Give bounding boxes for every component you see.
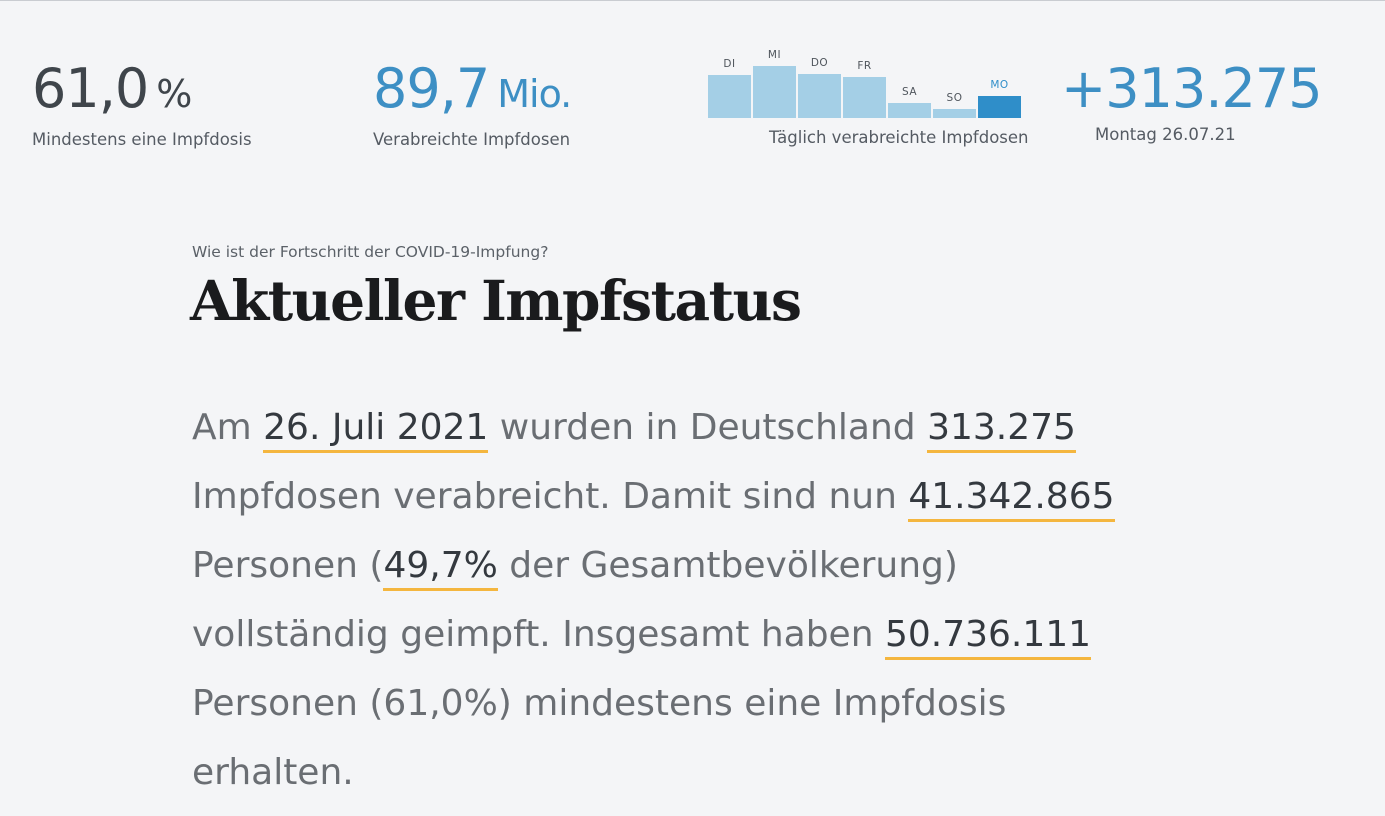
- article-kicker: Wie ist der Fortschritt der COVID-19-Imp…: [192, 243, 549, 261]
- status-summary: Am 26. Juli 2021 wurden in Deutschland 3…: [192, 393, 1152, 807]
- highlight-fully-vaccinated: 41.342.865: [908, 476, 1115, 522]
- chart-day-label-fr: FR: [857, 60, 872, 72]
- top-divider: [0, 0, 1385, 1]
- summary-text: Personen (: [192, 545, 384, 586]
- daily-doses-chart: DI MI DO FR SA SO MO: [708, 46, 1026, 118]
- chart-bar-sa: [888, 103, 931, 118]
- stat-total-doses-value: 89,7: [373, 57, 490, 120]
- chart-column-sa: SA: [888, 46, 931, 118]
- summary-text: Personen (61,0%) mindestens eine Impfdos…: [192, 683, 1007, 793]
- summary-text: Am: [192, 407, 264, 448]
- stat-first-dose: 61,0% Mindestens eine Impfdosis: [32, 62, 252, 150]
- chart-bar-so: [933, 109, 976, 118]
- chart-column-mo: MO: [978, 46, 1021, 118]
- chart-column-do: DO: [798, 46, 841, 118]
- chart-day-label-do: DO: [810, 57, 829, 69]
- chart-day-label-mo: MO: [990, 79, 1009, 91]
- chart-day-label-mi: MI: [767, 49, 782, 61]
- chart-day-label-di: DI: [723, 58, 736, 70]
- chart-column-di: DI: [708, 46, 751, 118]
- stat-today-value: +313.275: [1061, 57, 1323, 120]
- highlight-fully-vaccinated-pct: 49,7%: [383, 545, 498, 591]
- chart-column-fr: FR: [843, 46, 886, 118]
- stat-total-doses-unit: Mio.: [497, 72, 572, 116]
- chart-column-so: SO: [933, 46, 976, 118]
- stat-total-doses-label: Verabreichte Impfdosen: [373, 130, 571, 149]
- stat-first-dose-value: 61,0: [32, 57, 149, 120]
- chart-bar-di: [708, 75, 751, 118]
- stat-total-doses-value-row: 89,7 Mio.: [373, 62, 572, 121]
- stat-today: +313.275 Montag 26.07.21: [1061, 57, 1323, 145]
- highlight-doses-today: 313.275: [927, 407, 1076, 453]
- chart-bar-do: [798, 74, 841, 118]
- page-title: Aktueller Impfstatus: [190, 268, 802, 333]
- stat-first-dose-unit: %: [156, 72, 192, 116]
- summary-text: der Gesamtbevölkerung) vollständig geimp…: [192, 545, 958, 655]
- summary-text: wurden in Deutschland: [488, 407, 928, 448]
- chart-column-mi: MI: [753, 46, 796, 118]
- chart-bar-fr: [843, 77, 886, 118]
- chart-bar-mi: [753, 66, 796, 118]
- daily-doses-chart-label: Täglich verabreichte Impfdosen: [769, 128, 1029, 147]
- chart-day-label-sa: SA: [901, 86, 918, 98]
- highlight-date: 26. Juli 2021: [263, 407, 489, 453]
- chart-day-label-so: SO: [946, 92, 963, 104]
- highlight-at-least-one-dose: 50.736.111: [884, 614, 1092, 660]
- stat-total-doses: 89,7 Mio. Verabreichte Impfdosen: [373, 62, 572, 150]
- stat-today-date: Montag 26.07.21: [1095, 125, 1236, 144]
- stat-first-dose-value-row: 61,0%: [32, 62, 252, 121]
- summary-text: Impfdosen verabreicht. Damit sind nun: [192, 476, 909, 517]
- stat-first-dose-label: Mindestens eine Impfdosis: [32, 130, 252, 149]
- chart-bar-mo: [978, 96, 1021, 118]
